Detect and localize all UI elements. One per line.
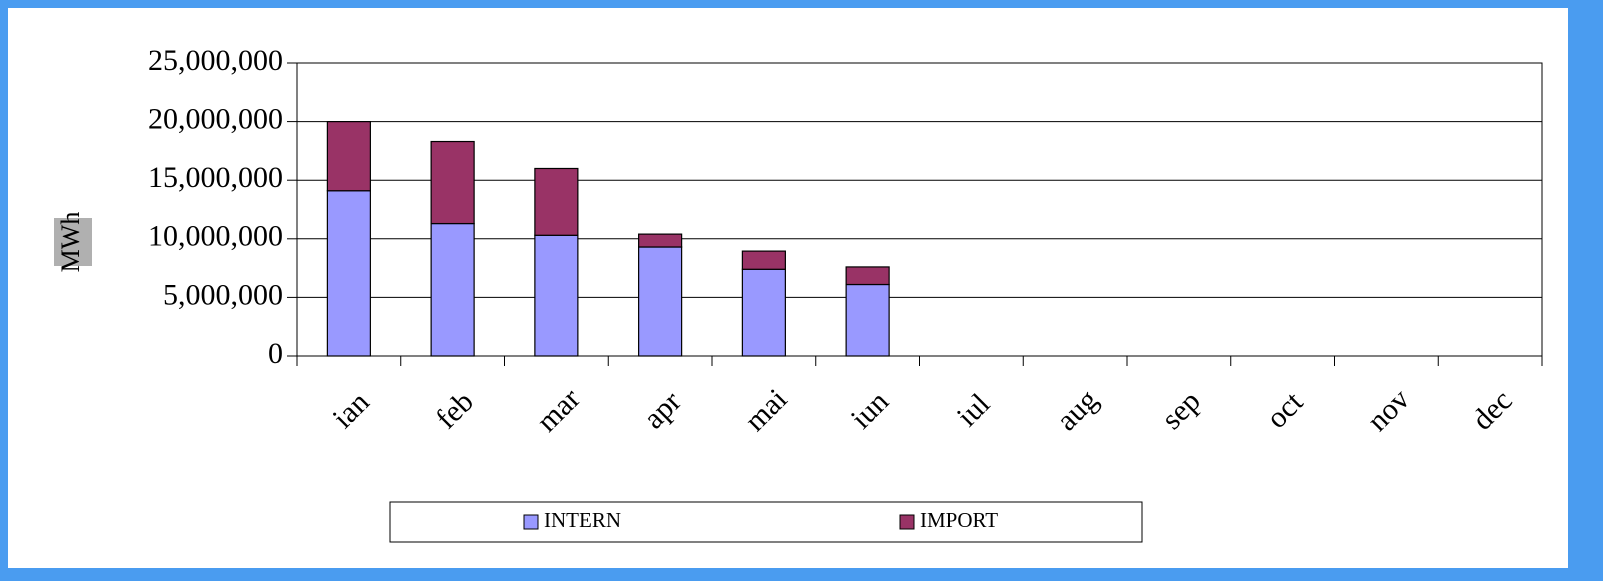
y-label-background — [54, 218, 92, 266]
bar-segment — [430, 140, 475, 225]
legend — [389, 501, 1143, 543]
plot-area — [296, 62, 1543, 357]
bar-segment — [430, 222, 475, 357]
bar-segment — [741, 268, 786, 357]
y-tick-label: 15,000,000 — [148, 161, 283, 194]
legend-swatch — [899, 514, 915, 530]
bar-segment — [326, 190, 371, 357]
bar-segment — [534, 167, 579, 236]
bar-segment — [638, 246, 683, 357]
legend-swatch — [523, 514, 539, 530]
y-tick-label: 0 — [268, 337, 283, 370]
bar-segment — [638, 233, 683, 248]
y-tick-label: 5,000,000 — [163, 278, 283, 311]
y-tick-label: 20,000,000 — [148, 102, 283, 135]
legend-label: IMPORT — [920, 508, 998, 532]
bar-segment — [534, 234, 579, 357]
bar-segment — [845, 266, 890, 286]
bar-segment — [845, 283, 890, 357]
y-tick-label: 10,000,000 — [148, 220, 283, 253]
bar-segment — [741, 250, 786, 270]
y-axis-label: MWh — [56, 212, 85, 273]
legend-label: INTERN — [544, 508, 621, 532]
y-tick-label: 25,000,000 — [148, 44, 283, 77]
bar-segment — [326, 120, 371, 192]
